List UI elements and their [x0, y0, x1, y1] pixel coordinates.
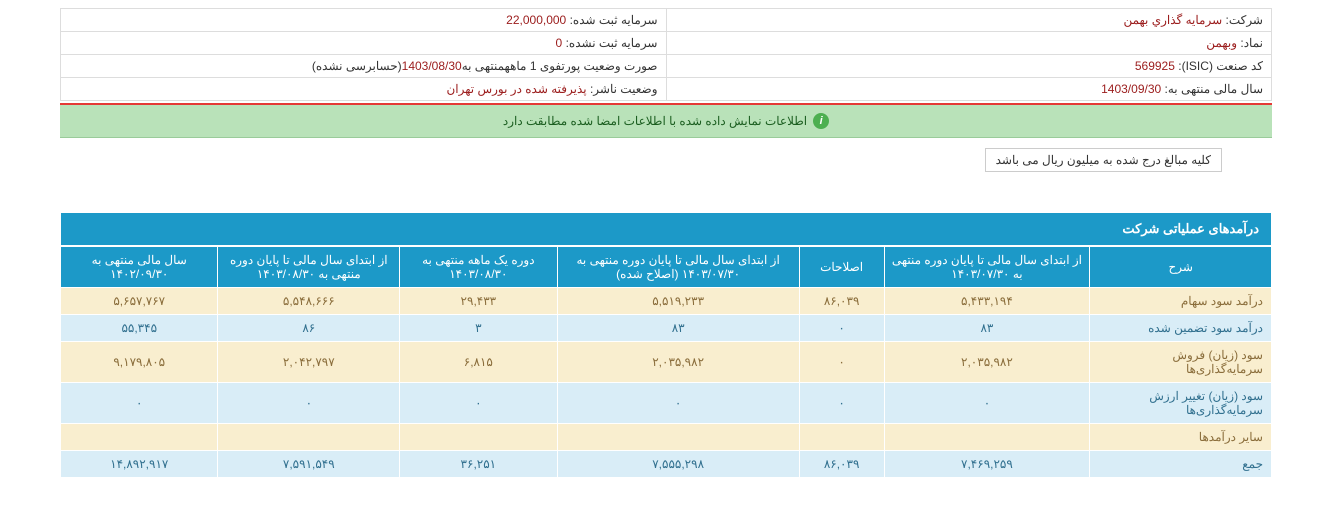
row-v6	[61, 424, 218, 451]
company-info-table: شرکت: سرمايه گذاري بهمن سرمایه ثبت شده: …	[60, 8, 1272, 101]
row-v4: ۳۶,۲۵۱	[400, 451, 557, 478]
table-row: سایر درآمدها	[61, 424, 1272, 451]
company-value: سرمايه گذاري بهمن	[1123, 13, 1222, 27]
row-v2	[799, 424, 884, 451]
row-v2: ۰	[799, 383, 884, 424]
capital-unreg-label: سرمایه ثبت نشده:	[566, 36, 658, 50]
row-v3: ۲,۰۳۵,۹۸۲	[557, 342, 799, 383]
row-v1: ۸۳	[884, 315, 1090, 342]
table-row: درآمد سود تضمین شده۸۳۰۸۳۳۸۶۵۵,۳۴۵	[61, 315, 1272, 342]
table-row: درآمد سود سهام۵,۴۳۳,۱۹۴۸۶,۰۳۹۵,۵۱۹,۲۳۳۲۹…	[61, 288, 1272, 315]
row-v5: ۰	[218, 383, 400, 424]
capital-unreg-value: 0	[556, 36, 563, 50]
confirmation-banner: i اطلاعات نمایش داده شده با اطلاعات امضا…	[60, 105, 1272, 138]
row-v2: ۸۶,۰۳۹	[799, 288, 884, 315]
row-desc: سود (زیان) تغییر ارزش سرمایه‌گذاری‌ها	[1090, 383, 1272, 424]
row-v4: ۳	[400, 315, 557, 342]
row-desc: سایر درآمدها	[1090, 424, 1272, 451]
table-row: سود (زیان) تغییر ارزش سرمایه‌گذاری‌ها۰۰۰…	[61, 383, 1272, 424]
portfolio-status: صورت وضعیت پورتفوی 1 ماههمنتهی به1403/08…	[61, 55, 667, 78]
section-title: درآمدهای عملیاتی شرکت	[60, 212, 1272, 246]
row-v6: ۵,۶۵۷,۷۶۷	[61, 288, 218, 315]
row-v2: ۸۶,۰۳۹	[799, 451, 884, 478]
banner-text: اطلاعات نمایش داده شده با اطلاعات امضا ش…	[503, 114, 807, 128]
fiscal-label: سال مالی منتهی به:	[1165, 82, 1263, 96]
portfolio-date: 1403/08/30	[402, 59, 462, 73]
row-v6: ۵۵,۳۴۵	[61, 315, 218, 342]
row-v6: ۱۴,۸۹۲,۹۱۷	[61, 451, 218, 478]
row-desc: سود (زیان) فروش سرمایه‌گذاری‌ها	[1090, 342, 1272, 383]
header-2: اصلاحات	[799, 247, 884, 288]
row-v3: ۸۳	[557, 315, 799, 342]
portfolio-prefix: صورت وضعیت پورتفوی 1 ماهه	[505, 59, 658, 73]
industry-label: کد صنعت (ISIC):	[1178, 59, 1263, 73]
table-row: سود (زیان) فروش سرمایه‌گذاری‌ها۲,۰۳۵,۹۸۲…	[61, 342, 1272, 383]
row-v4: ۲۹,۴۳۳	[400, 288, 557, 315]
row-desc: درآمد سود تضمین شده	[1090, 315, 1272, 342]
company-label: شرکت:	[1225, 13, 1263, 27]
header-4: دوره یک ماهه منتهی به ۱۴۰۳/۰۸/۳۰	[400, 247, 557, 288]
symbol-value: وبهمن	[1206, 36, 1237, 50]
portfolio-suffix: (حسابرسی نشده)	[312, 59, 402, 73]
row-v2: ۰	[799, 342, 884, 383]
header-desc: شرح	[1090, 247, 1272, 288]
row-v3	[557, 424, 799, 451]
row-desc: درآمد سود سهام	[1090, 288, 1272, 315]
row-v5: ۷,۵۹۱,۵۴۹	[218, 451, 400, 478]
row-v1	[884, 424, 1090, 451]
row-v1: ۲,۰۳۵,۹۸۲	[884, 342, 1090, 383]
publisher-value: پذيرفته شده در بورس تهران	[446, 82, 586, 96]
fiscal-value: 1403/09/30	[1101, 82, 1161, 96]
row-v6: ۹,۱۷۹,۸۰۵	[61, 342, 218, 383]
row-v2: ۰	[799, 315, 884, 342]
currency-notice: کلیه مبالغ درج شده به میلیون ریال می باش…	[985, 148, 1222, 172]
table-row: جمع۷,۴۶۹,۲۵۹۸۶,۰۳۹۷,۵۵۵,۲۹۸۳۶,۲۵۱۷,۵۹۱,۵…	[61, 451, 1272, 478]
row-v3: ۵,۵۱۹,۲۳۳	[557, 288, 799, 315]
row-v1: ۷,۴۶۹,۲۵۹	[884, 451, 1090, 478]
row-v5: ۲,۰۴۲,۷۹۷	[218, 342, 400, 383]
header-5: از ابتدای سال مالی تا پایان دوره منتهی ب…	[218, 247, 400, 288]
row-v5: ۸۶	[218, 315, 400, 342]
revenue-table: شرح از ابتدای سال مالی تا پایان دوره منت…	[60, 246, 1272, 478]
row-v4	[400, 424, 557, 451]
portfolio-mid: منتهی به	[462, 59, 505, 73]
table-header-row: شرح از ابتدای سال مالی تا پایان دوره منت…	[61, 247, 1272, 288]
row-v5	[218, 424, 400, 451]
row-v6: ۰	[61, 383, 218, 424]
capital-reg-label: سرمایه ثبت شده:	[570, 13, 658, 27]
row-v1: ۰	[884, 383, 1090, 424]
row-v1: ۵,۴۳۳,۱۹۴	[884, 288, 1090, 315]
row-v3: ۷,۵۵۵,۲۹۸	[557, 451, 799, 478]
row-v4: ۰	[400, 383, 557, 424]
capital-reg-value: 22,000,000	[506, 13, 566, 27]
header-6: سال مالی منتهی به ۱۴۰۲/۰۹/۳۰	[61, 247, 218, 288]
row-v4: ۶,۸۱۵	[400, 342, 557, 383]
publisher-label: وضعیت ناشر:	[590, 82, 658, 96]
row-desc: جمع	[1090, 451, 1272, 478]
info-icon: i	[813, 113, 829, 129]
industry-value: 569925	[1135, 59, 1175, 73]
symbol-label: نماد:	[1240, 36, 1263, 50]
header-3: از ابتدای سال مالی تا پایان دوره منتهی ب…	[557, 247, 799, 288]
row-v3: ۰	[557, 383, 799, 424]
row-v5: ۵,۵۴۸,۶۶۶	[218, 288, 400, 315]
header-1: از ابتدای سال مالی تا پایان دوره منتهی ب…	[884, 247, 1090, 288]
